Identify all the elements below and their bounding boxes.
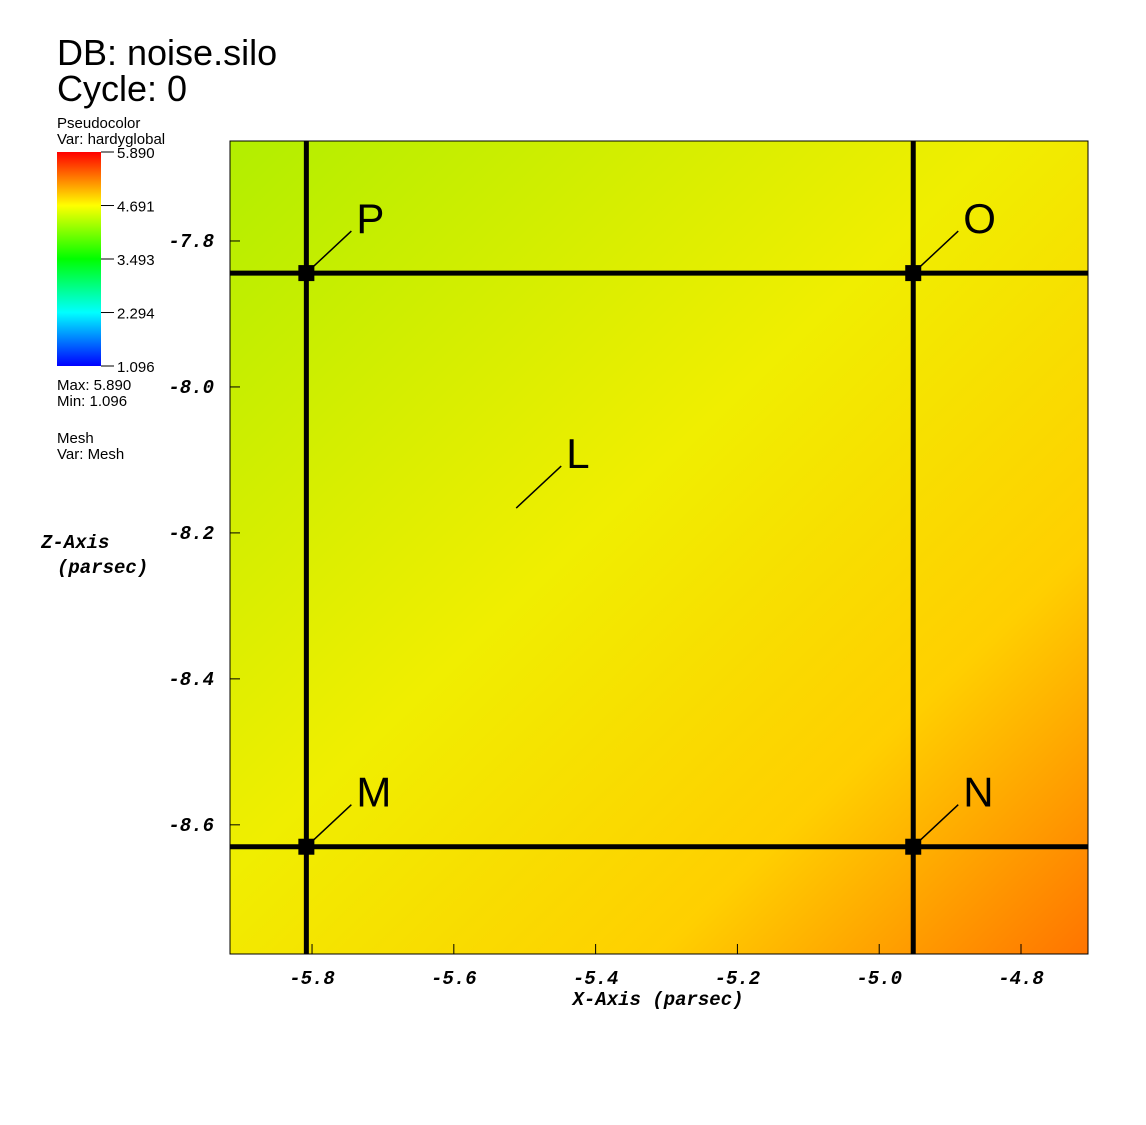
- y-tick-label: -8.2: [168, 523, 214, 545]
- colorbar-tick-label: 1.096: [117, 359, 155, 376]
- x-axis-label: X-Axis (parsec): [571, 989, 743, 1011]
- label-leader: [305, 804, 352, 848]
- point-label: N: [963, 769, 993, 816]
- x-tick-label: -5.6: [431, 968, 477, 990]
- x-tick-label: -5.0: [856, 968, 902, 990]
- y-tick-label: -8.4: [168, 669, 214, 691]
- y-tick-label: -8.0: [168, 377, 214, 399]
- point-label: O: [963, 195, 996, 242]
- y-axis-label: Z-Axis: [40, 532, 109, 554]
- plot-name: Pseudocolor: [57, 115, 140, 132]
- subtitle: Cycle: 0: [57, 68, 187, 109]
- colorbar-tick-label: 3.493: [117, 252, 155, 269]
- variable: Var: hardyglobal: [57, 131, 165, 148]
- label-leader: [912, 804, 959, 848]
- mesh-variable: Var: Mesh: [57, 446, 124, 463]
- mesh-name: Mesh: [57, 430, 94, 447]
- colorbar: [57, 152, 101, 366]
- point-label: L: [566, 430, 589, 477]
- colorbar-tick-label: 4.691: [117, 199, 155, 216]
- label-leader: [912, 230, 959, 274]
- plot-area: [229, 140, 1089, 955]
- x-tick-label: -5.8: [289, 968, 335, 990]
- colorbar-tick-label: 5.890: [117, 145, 155, 162]
- x-tick-label: -5.4: [573, 968, 619, 990]
- title: DB: noise.silo: [57, 32, 277, 73]
- y-axis-label: (parsec): [57, 557, 148, 579]
- y-tick-label: -8.6: [168, 815, 214, 837]
- point-label: M: [356, 769, 391, 816]
- label-leader: [305, 230, 352, 274]
- point-label: P: [356, 195, 384, 242]
- x-tick-label: -4.8: [998, 968, 1044, 990]
- y-tick-label: -7.8: [168, 231, 214, 253]
- colorbar-tick-label: 2.294: [117, 306, 155, 323]
- x-tick-label: -5.2: [715, 968, 761, 990]
- min-label: Min: 1.096: [57, 393, 127, 410]
- max-label: Max: 5.890: [57, 377, 131, 394]
- label-leader: [515, 465, 562, 509]
